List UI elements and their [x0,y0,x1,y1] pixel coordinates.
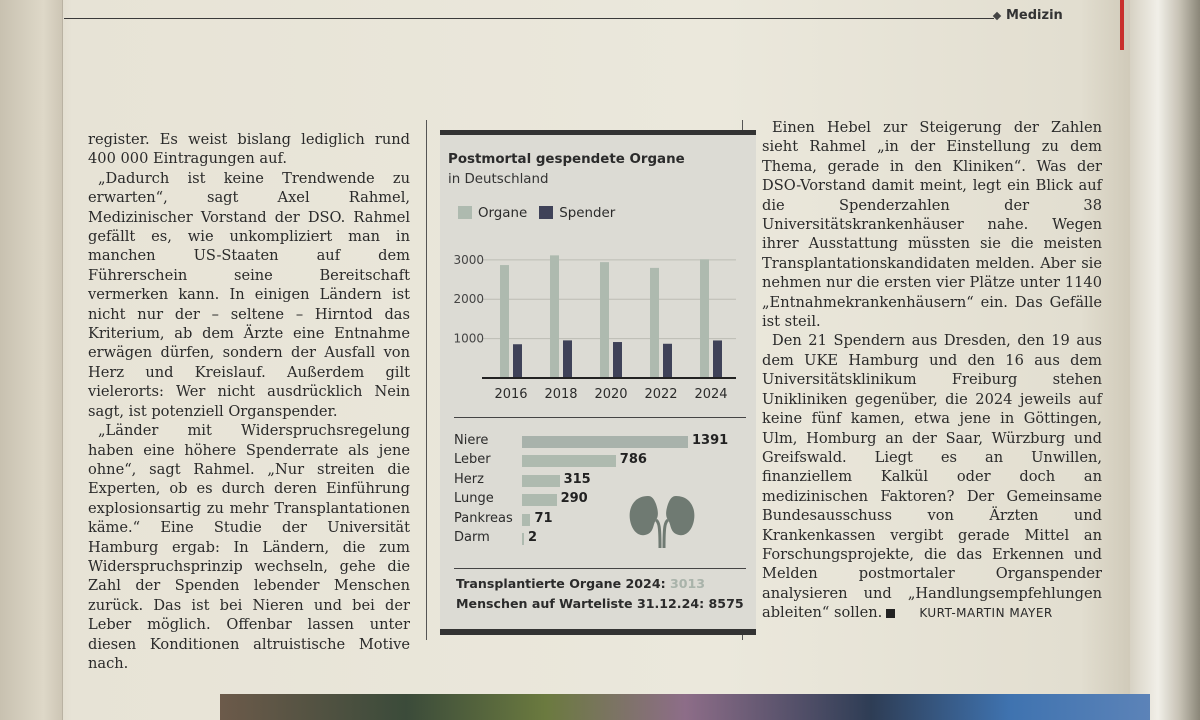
left-page-edge [0,0,63,720]
paragraph: Einen Hebel zur Steigerung der Zahlen si… [762,119,1102,331]
infobox-divider [454,417,746,418]
right-text-column: Einen Hebel zur Steigerung der Zahlen si… [762,118,1102,624]
organ-label: Pankreas [454,510,513,526]
legend-item-spender: Spender [539,206,615,221]
infobox-top-bar [440,130,756,135]
red-accent-strip [1120,0,1124,50]
transplanted-organs-line: Transplantierte Organe 2024: 3013 [456,576,706,591]
organ-value: 2 [528,530,538,545]
column-divider [426,120,427,640]
organ-bar [522,494,557,507]
bar-chart: 1000 2000 3000 2016 2018 2020 2022 2024 [453,253,736,402]
bar-spender [513,344,522,378]
bar-organe [550,255,559,378]
bar-spender [713,340,722,378]
end-mark-icon [886,608,896,618]
x-tick-label: 2018 [544,387,577,402]
chart-legend: Organe Spender [458,206,615,221]
x-tick-label: 2016 [494,387,527,402]
x-tick-label: 2020 [594,387,627,402]
bar-spender [613,342,622,378]
organ-value: 290 [560,491,588,507]
infobox-subtitle: in Deutschland [448,172,549,187]
organ-bar [522,513,531,526]
organ-value: 786 [619,452,647,468]
bar-organe [700,259,709,378]
x-tick-label: 2022 [644,387,677,402]
left-text-column: register. Es weist bislang lediglich run… [88,130,410,673]
infobox: Postmortal gespendete Organe in Deutschl… [440,130,756,635]
paragraph: „Länder mit Widerspruchsregelung haben e… [88,422,410,672]
organ-label: Darm [454,530,490,545]
organ-label: Lunge [454,491,494,507]
background-photo-strip [220,694,1150,720]
infobox-divider [454,568,746,569]
bar-spender [663,343,672,378]
organ-label: Niere [454,433,489,448]
organ-value: 1391 [692,433,729,448]
paragraph: register. Es weist bislang lediglich run… [88,131,410,168]
bar-organe [600,262,609,378]
x-tick-label: 2024 [694,387,727,402]
legend-item-organe: Organe [458,206,527,221]
organ-value: 71 [534,510,553,526]
bar-spender [563,340,572,378]
organ-bar [522,474,560,487]
y-tick-label: 2000 [453,292,484,306]
section-marker-icon [992,11,1002,21]
bar-organe [650,267,659,378]
right-page-edge [1130,0,1200,720]
bar-organe [500,265,509,378]
kidney-icon [629,496,695,549]
organ-label: Leber [454,452,491,468]
organ-bar [522,533,524,545]
organ-bar [522,455,616,468]
paragraph: „Dadurch ist keine Trendwende zu erwarte… [88,169,410,420]
infobox-bottom-bar [440,629,756,635]
y-tick-label: 1000 [453,332,484,346]
author-byline: KURT-MARTIN MAYER [919,606,1053,621]
organ-bar [522,436,688,448]
waiting-list-line: Menschen auf Warteliste 31.12.24: 8575 [456,596,744,611]
header-rule [64,18,994,19]
paragraph: Den 21 Spendern aus Dresden, den 19 aus … [762,332,1102,622]
y-tick-label: 3000 [453,253,484,267]
organ-value: 315 [563,471,591,487]
section-label: Medizin [1006,8,1063,23]
infobox-title: Postmortal gespendete Organe [448,152,685,167]
organ-label: Herz [454,471,484,487]
